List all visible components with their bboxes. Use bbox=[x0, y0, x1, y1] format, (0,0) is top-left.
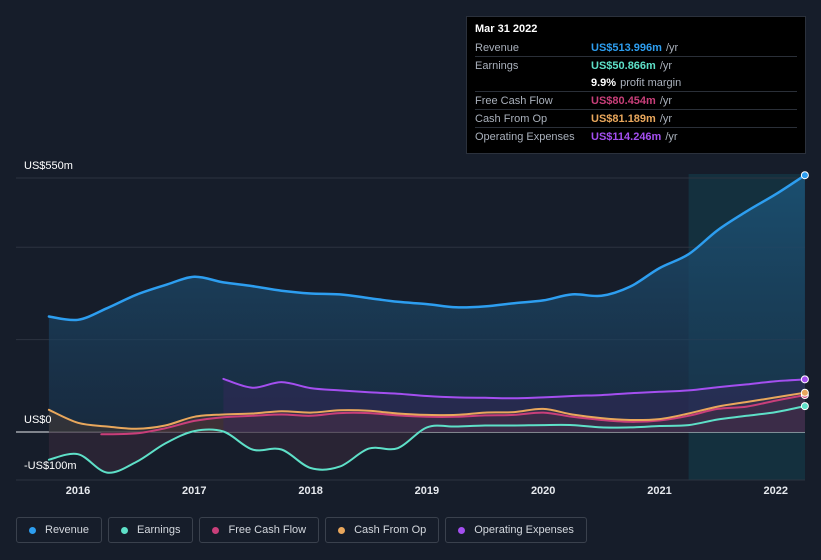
tooltip-unit: /yr bbox=[659, 59, 673, 72]
operating-expenses-endpoint bbox=[800, 375, 809, 384]
tooltip-row-free-cash-flow: Free Cash Flow US$80.454m /yr bbox=[475, 91, 797, 109]
tooltip-label: Free Cash Flow bbox=[475, 94, 553, 107]
tooltip-label: Earnings bbox=[475, 59, 519, 72]
earnings-area bbox=[48, 406, 805, 473]
tooltip-label: Operating Expenses bbox=[475, 130, 575, 143]
tooltip-date: Mar 31 2022 bbox=[475, 23, 538, 35]
cash-from-op-line bbox=[47, 391, 806, 430]
x-tick-label: 2022 bbox=[763, 485, 789, 497]
revenue-dot-icon bbox=[29, 526, 36, 534]
x-tick-label: 2017 bbox=[182, 485, 207, 497]
tooltip-value: 9.9% bbox=[591, 76, 617, 89]
tooltip-label: Cash From Op bbox=[475, 112, 548, 125]
tooltip-panel: Mar 31 2022 Revenue US$513.996m /yr Earn… bbox=[466, 16, 806, 154]
x-tick-label: 2019 bbox=[414, 485, 440, 497]
free-cash-flow-dot-icon bbox=[212, 526, 220, 534]
legend-label: Earnings bbox=[137, 524, 181, 536]
tooltip-value: US$513.996m bbox=[591, 41, 662, 54]
tooltip-value: US$50.866m bbox=[591, 59, 656, 72]
revenue-endpoint bbox=[800, 171, 809, 180]
legend-item-earnings[interactable]: Earnings bbox=[108, 517, 194, 543]
operating-expenses-dot-icon bbox=[458, 526, 466, 534]
x-tick-label: 2021 bbox=[647, 485, 672, 497]
x-tick-label: 2020 bbox=[530, 485, 556, 497]
legend-item-operating-expenses[interactable]: Operating Expenses bbox=[445, 517, 587, 543]
tooltip-value: US$80.454m bbox=[591, 94, 656, 107]
legend-item-revenue[interactable]: Revenue bbox=[16, 517, 103, 543]
tooltip-unit: /yr bbox=[665, 41, 679, 54]
tooltip-label: Revenue bbox=[475, 41, 520, 54]
revenue-area bbox=[48, 175, 805, 432]
earnings-dot-icon bbox=[121, 526, 129, 534]
legend-label: Operating Expenses bbox=[474, 524, 574, 536]
legend-item-free-cash-flow[interactable]: Free Cash Flow bbox=[199, 517, 320, 543]
free-cash-flow-line bbox=[100, 394, 806, 436]
cash-from-op-endpoint bbox=[800, 388, 809, 397]
tooltip-row-earnings: Earnings US$50.866m /yr bbox=[475, 56, 797, 74]
y-axis-zero-label: US$0 bbox=[24, 414, 52, 426]
tooltip-unit: profit margin bbox=[620, 76, 682, 89]
tooltip-unit: /yr bbox=[659, 112, 673, 125]
legend-label: Cash From Op bbox=[354, 524, 427, 536]
legend-item-cash-from-op[interactable]: Cash From Op bbox=[325, 517, 440, 543]
earnings-endpoint bbox=[800, 402, 809, 411]
tooltip-value: US$114.246m bbox=[591, 130, 662, 143]
x-tick-label: 2018 bbox=[298, 485, 323, 497]
legend-label: Free Cash Flow bbox=[228, 524, 307, 536]
operating-expenses-line bbox=[222, 377, 806, 400]
legend-label: Revenue bbox=[45, 524, 90, 536]
y-axis-bottom-label: -US$100m bbox=[24, 460, 77, 472]
tooltip-row-profit-margin: 9.9% profit margin bbox=[475, 74, 797, 91]
tooltip-row-cash-from-op: Cash From Op US$81.189m /yr bbox=[475, 109, 797, 127]
revenue-line bbox=[47, 173, 807, 322]
x-tick-label: 2016 bbox=[65, 485, 91, 497]
tooltip-unit: /yr bbox=[665, 130, 678, 143]
tooltip-value: US$81.189m bbox=[591, 112, 656, 125]
earnings-line bbox=[47, 405, 806, 474]
tooltip-unit: /yr bbox=[659, 94, 673, 107]
tooltip-row-revenue: Revenue US$513.996m /yr bbox=[475, 39, 797, 56]
cash-from-op-dot-icon bbox=[338, 526, 346, 534]
y-axis-top-label: US$550m bbox=[24, 160, 73, 172]
chart-legend: Revenue Earnings Free Cash Flow Cash Fro… bbox=[16, 517, 587, 545]
tooltip-row-operating-expenses: Operating Expenses US$114.246m /yr bbox=[475, 127, 797, 145]
